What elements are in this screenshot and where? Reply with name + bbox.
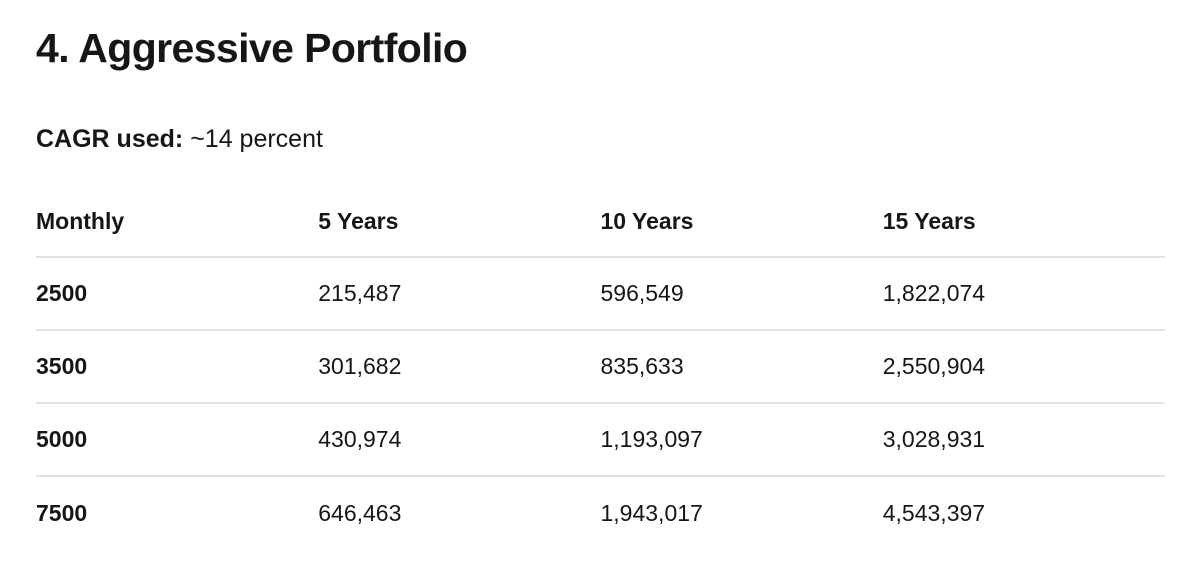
cagr-value: ~14 percent (190, 125, 323, 153)
table-header-row: Monthly 5 Years 10 Years 15 Years (36, 186, 1165, 258)
table-row: 7500 646,463 1,943,017 4,543,397 (36, 477, 1165, 550)
cagr-label: CAGR used: (36, 125, 184, 153)
cell-10-years: 1,193,097 (600, 426, 703, 452)
column-header-10-years: 10 Years (600, 207, 694, 234)
column-header-5-years: 5 Years (318, 207, 399, 234)
cell-5-years: 430,974 (318, 426, 402, 452)
page-title: 4. Aggressive Portfolio (36, 25, 468, 71)
cell-15-years: 3,028,931 (882, 426, 986, 452)
table-row: 5000 430,974 1,193,097 3,028,931 (36, 404, 1165, 477)
projection-table: Monthly 5 Years 10 Years 15 Years 2500 2… (36, 186, 1165, 550)
cell-10-years: 1,943,017 (600, 500, 703, 526)
cell-monthly: 2500 (36, 280, 88, 306)
cell-15-years: 4,543,397 (882, 500, 986, 526)
cell-5-years: 301,682 (318, 353, 402, 379)
table-row: 2500 215,487 596,549 1,822,074 (36, 258, 1165, 331)
cell-5-years: 215,487 (318, 280, 402, 306)
cagr-line: CAGR used: ~14 percent (36, 122, 1165, 156)
cell-15-years: 1,822,074 (882, 280, 986, 306)
table-row: 3500 301,682 835,633 2,550,904 (36, 331, 1165, 404)
cell-monthly: 5000 (36, 426, 88, 452)
cell-10-years: 835,633 (600, 353, 684, 379)
column-header-monthly: Monthly (36, 207, 125, 234)
cell-10-years: 596,549 (600, 280, 684, 306)
column-header-15-years: 15 Years (882, 207, 976, 234)
cell-monthly: 7500 (36, 500, 88, 526)
cell-5-years: 646,463 (318, 500, 402, 526)
cell-monthly: 3500 (36, 353, 88, 379)
cell-15-years: 2,550,904 (882, 353, 986, 379)
